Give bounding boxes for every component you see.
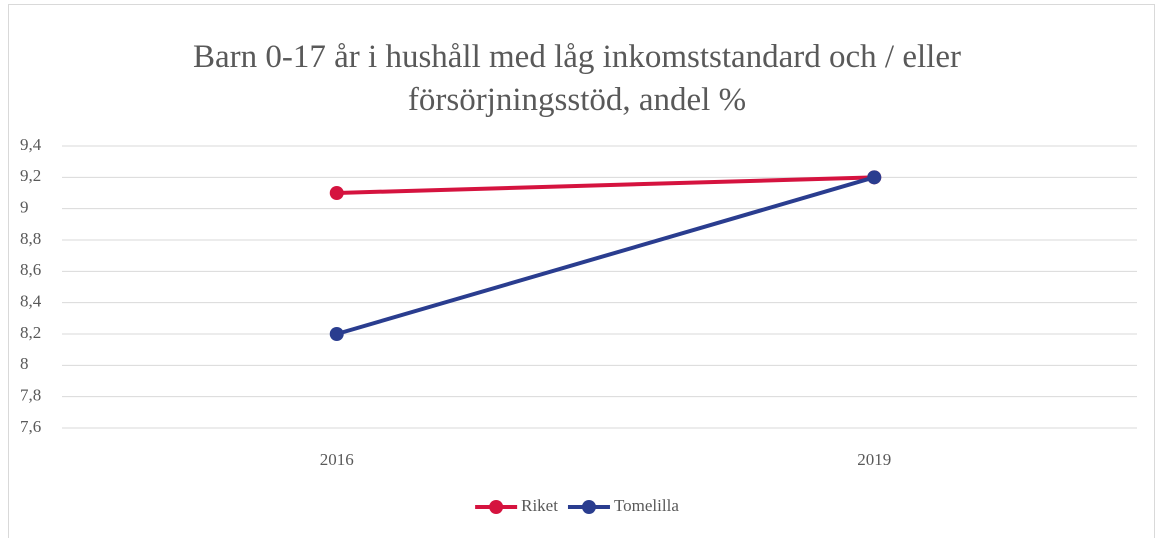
point: [867, 170, 882, 185]
series-line: [336, 175, 875, 195]
chart-title: Barn 0-17 år i hushåll med låg inkomstst…: [193, 39, 961, 118]
y-tick-label: 8,4: [20, 292, 42, 311]
point: [329, 327, 344, 341]
y-tick-label: 9,4: [20, 135, 42, 154]
y-tick-label: 8,6: [20, 260, 41, 279]
x-tick-label: 2016: [320, 450, 354, 469]
y-tick-label: 7,6: [20, 417, 41, 436]
x-tick-label: 2019: [857, 450, 891, 469]
legend-label: Tomelilla: [614, 496, 679, 515]
y-tick-label: 9: [20, 198, 29, 217]
point: [329, 186, 344, 200]
y-tick-label: 8: [20, 354, 29, 373]
legend-marker: [581, 500, 596, 514]
legend-label: Riket: [521, 496, 558, 515]
y-tick-label: 7,8: [20, 386, 41, 405]
y-tick-label: 8,2: [20, 323, 41, 342]
series-line: [336, 175, 875, 336]
legend-marker: [489, 500, 504, 514]
y-tick-label: 8,8: [20, 229, 41, 248]
y-tick-label: 9,2: [20, 166, 41, 185]
